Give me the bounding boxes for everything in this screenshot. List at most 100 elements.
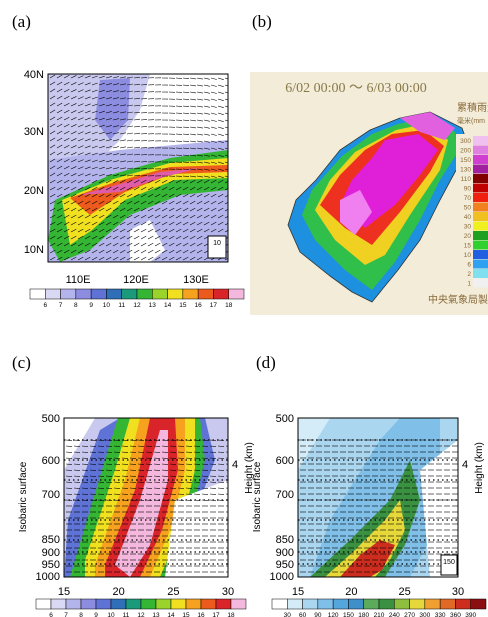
y-tick-label: 1000 [270, 571, 294, 583]
colorbar-box [29, 288, 46, 300]
wind-arrow [105, 200, 112, 205]
wind-arrow [126, 125, 133, 128]
wind-arrow [70, 110, 77, 114]
wind-arrow [161, 242, 168, 247]
wind-arrow [77, 200, 84, 205]
wind-arrow [182, 126, 189, 128]
wind-arrow [161, 235, 168, 240]
wind-arrow [112, 132, 119, 135]
wind-arrow [73, 475, 80, 477]
wind-arrow [153, 445, 160, 447]
wind-arrow [56, 116, 63, 121]
wind-arrow [77, 242, 84, 247]
footer: 中央氣象局製 [428, 293, 488, 306]
wind-arrow [168, 228, 175, 233]
wind-arrow [154, 193, 161, 198]
wind-arrow [63, 151, 70, 156]
colorbar-box [332, 598, 349, 610]
wind-arrow [133, 174, 140, 177]
wind-arrow [63, 200, 70, 205]
wind-arrow [189, 112, 196, 115]
wind-arrow [91, 249, 98, 254]
wind-arrow [70, 228, 77, 233]
wind-arrow [177, 451, 184, 453]
wind-arrow [182, 249, 189, 254]
wind-arrow [209, 493, 216, 495]
legend-label: 10 [464, 252, 472, 259]
wind-arrow [105, 469, 112, 471]
wind-arrow [77, 193, 84, 198]
wind-arrow [154, 242, 161, 247]
wind-arrow [196, 179, 203, 184]
colorbar-box [75, 288, 92, 300]
wind-arrow [105, 256, 112, 261]
wind-arrow [185, 469, 192, 471]
wind-arrow [217, 98, 224, 102]
wind-arrow [196, 249, 203, 254]
wind-arrow [177, 499, 184, 501]
wind-arrow [189, 133, 196, 136]
wind-arrow [217, 469, 224, 471]
wind-arrow [112, 221, 119, 226]
wind-arrow [193, 487, 200, 489]
colorbar-label: 9 [94, 612, 98, 617]
wind-arrow [70, 117, 77, 121]
wind-arrow [70, 131, 77, 135]
legend-label: 1 [467, 281, 471, 288]
wind-arrow [119, 207, 126, 212]
wind-arrow [210, 200, 217, 205]
wind-arrow [189, 200, 196, 205]
wind-arrow [113, 445, 120, 447]
wind-arrow [105, 76, 112, 79]
wind-arrow [89, 493, 96, 495]
wind-arrow [56, 214, 63, 219]
colorbar-label: 120 [328, 612, 339, 617]
wind-arrow [129, 475, 136, 477]
colorbar-label: 15 [179, 302, 187, 309]
wind-arrow [196, 175, 203, 178]
wind-arrow [91, 235, 98, 240]
wind-arrow [175, 235, 182, 240]
legend-swatch [473, 212, 488, 221]
wind-arrow [209, 463, 216, 465]
colorbar-box [121, 288, 138, 300]
wind-arrow [145, 487, 152, 489]
wind-arrow [196, 91, 203, 94]
wind-arrow [84, 214, 91, 219]
wind-arrow [113, 469, 120, 471]
wind-arrow [63, 95, 70, 100]
wind-arrow [201, 445, 208, 447]
wind-arrow [49, 137, 56, 142]
wind-arrow [49, 200, 56, 205]
wind-arrow [89, 439, 96, 441]
wind-arrow [112, 186, 119, 191]
wind-arrow [91, 103, 98, 107]
wind-arrow [81, 463, 88, 465]
title: 6/02 00:00 ～ 6/03 00:00 [285, 81, 427, 96]
wind-arrow [126, 76, 133, 79]
wind-arrow [63, 123, 70, 128]
wind-arrow [189, 154, 196, 157]
wind-arrow [119, 146, 126, 149]
wind-arrow [49, 130, 56, 135]
wind-arrow [70, 159, 77, 163]
wind-arrow [70, 193, 77, 198]
wind-arrow [147, 256, 154, 261]
colorbar-box [409, 598, 426, 610]
colorbar-box [45, 288, 61, 300]
wind-arrow [49, 172, 56, 177]
wind-arrow [91, 193, 98, 198]
section-c [64, 418, 228, 577]
wind-arrow [56, 81, 63, 86]
wind-arrow [185, 481, 192, 483]
colorbar-box [228, 288, 245, 300]
wind-arrow [112, 160, 119, 163]
wind-arrow [91, 82, 98, 86]
wind-arrow [169, 451, 176, 453]
wind-arrow [177, 475, 184, 477]
wind-arrow [105, 439, 112, 441]
wind-arrow [84, 138, 91, 142]
wind-arrow [168, 235, 175, 240]
wind-arrow [154, 200, 161, 205]
wind-arrow [196, 105, 203, 108]
